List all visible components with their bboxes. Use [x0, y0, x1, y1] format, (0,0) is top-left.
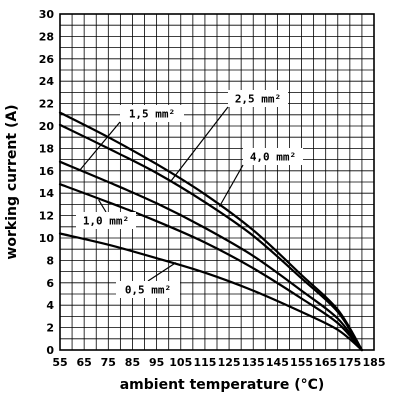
y-tick-label: 6	[46, 277, 54, 290]
callout-leader-line	[78, 121, 121, 172]
callout-label: 0,5 mm²	[125, 284, 171, 297]
y-tick-label: 16	[39, 165, 55, 178]
x-tick-label: 165	[314, 356, 337, 369]
callout-box	[243, 148, 303, 165]
x-tick-label: 65	[76, 356, 91, 369]
callout-box	[120, 105, 184, 122]
callout-box	[76, 212, 136, 229]
x-tick-label: 125	[218, 356, 241, 369]
callout-box	[116, 281, 180, 298]
x-tick-label: 75	[101, 356, 116, 369]
callout-label: 2,5 mm²	[235, 93, 281, 106]
x-tick-label: 155	[290, 356, 313, 369]
x-tick-label: 135	[242, 356, 265, 369]
callout-label: 1,5 mm²	[129, 108, 175, 121]
y-axis-title: working current (A)	[4, 104, 20, 259]
series-line	[58, 183, 363, 352]
axes	[59, 13, 375, 351]
curve-labels: 1,5 mm² 2,5 mm² 4,0 mm² 1,0 mm² 0,5 mm²	[76, 90, 303, 298]
callout-box	[228, 90, 288, 107]
x-tick-label: 115	[193, 356, 216, 369]
y-tick-label: 10	[39, 232, 55, 245]
y-tick-label: 28	[39, 30, 54, 43]
y-tick-label: 4	[46, 299, 54, 312]
x-tick-label: 185	[363, 356, 386, 369]
y-tick-label: 22	[39, 98, 54, 111]
y-tick-label: 20	[39, 120, 55, 133]
series-line	[58, 123, 363, 352]
x-tick-label: 145	[266, 356, 289, 369]
callout-leader-line	[147, 262, 177, 282]
series-line	[58, 160, 363, 352]
series-line	[58, 232, 363, 352]
x-tick-label: 105	[169, 356, 192, 369]
y-tick-label: 2	[46, 322, 54, 335]
callout-label: 1,0 mm²	[83, 215, 129, 228]
x-axis-title: ambient temperature (°C)	[120, 377, 325, 393]
callout-label: 4,0 mm²	[250, 151, 296, 164]
x-tick-label: 95	[149, 356, 164, 369]
series-line	[58, 111, 363, 352]
y-tick-label: 30	[39, 8, 55, 21]
y-tick-label: 14	[39, 187, 55, 200]
plot-frame	[59, 13, 375, 351]
callout-leader-line	[170, 106, 229, 182]
x-tick-label: 175	[338, 356, 361, 369]
y-tick-label: 18	[39, 142, 54, 155]
y-tick-label: 24	[39, 75, 55, 88]
y-tick-label: 12	[39, 210, 54, 223]
x-tick-label: 85	[125, 356, 140, 369]
y-tick-label: 8	[46, 254, 54, 267]
y-tick-label: 26	[39, 53, 55, 66]
callout-leader-line	[218, 164, 244, 207]
y-tick-label: 0	[46, 344, 54, 357]
series-lines	[58, 111, 363, 352]
x-tick-label: 55	[52, 356, 67, 369]
callout-leader-line	[98, 199, 107, 213]
